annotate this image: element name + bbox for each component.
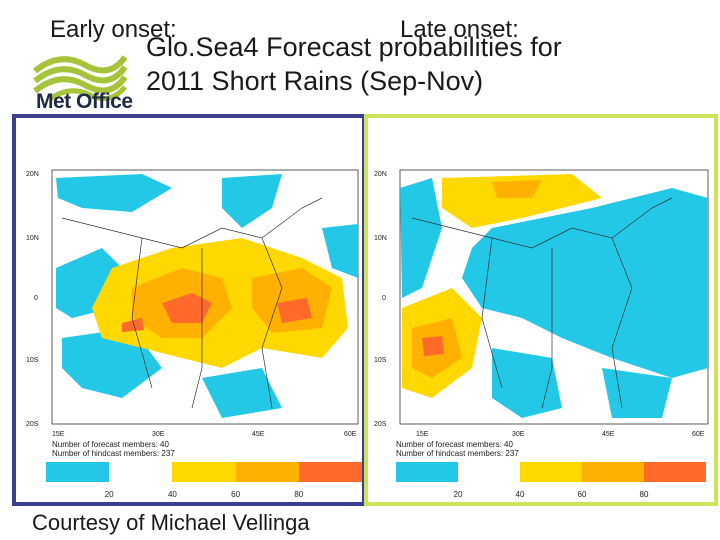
- lon-tick-15e: 15E: [416, 431, 429, 438]
- credit-text: Courtesy of Michael Vellinga: [32, 510, 310, 535]
- scale-tick: 60: [577, 490, 587, 499]
- scale-tick: 20: [453, 490, 463, 499]
- late-onset-scale-ticks: 20 40 60 80: [396, 490, 706, 500]
- scale-bin-4: [235, 462, 299, 482]
- scale-bin-5: [298, 462, 363, 482]
- lon-tick-45e: 45E: [602, 431, 615, 438]
- early-onset-scale-ticks: 20 40 60 80: [46, 490, 362, 500]
- scale-tick: 40: [515, 490, 525, 499]
- lat-tick-20n: 20N: [26, 171, 39, 178]
- late-onset-panel: [364, 114, 718, 506]
- scale-tick: 80: [294, 490, 304, 499]
- lat-tick-20s: 20S: [26, 421, 39, 428]
- hindcast-members-text: Number of hindcast members: 237: [52, 449, 175, 458]
- forecast-members-text: Number of forecast members: 40: [396, 440, 513, 449]
- late-onset-map: 20N 10N 0 10S 20S 15E 30E 45E 60E: [374, 169, 709, 438]
- late-onset-color-scale: [396, 462, 706, 482]
- scale-bin-5: [644, 462, 706, 482]
- scale-bin-3: [172, 462, 236, 482]
- hindcast-members-text: Number of hindcast members: 237: [396, 449, 519, 458]
- lat-tick-0: 0: [382, 295, 386, 302]
- scale-bin-3: [520, 462, 582, 482]
- late-onset-meta: Number of forecast members: 40 Number of…: [396, 440, 519, 458]
- lon-tick-30e: 30E: [152, 431, 165, 438]
- lon-tick-60e: 60E: [692, 431, 705, 438]
- logo-text: Met Office: [36, 90, 133, 113]
- scale-bin-4: [582, 462, 644, 482]
- scale-tick: 40: [167, 490, 177, 499]
- scale-tick: 60: [231, 490, 241, 499]
- lat-tick-10n: 10N: [26, 235, 39, 242]
- scale-tick: 20: [104, 490, 114, 499]
- early-onset-meta: Number of forecast members: 40 Number of…: [52, 440, 175, 458]
- late-onset-label: Late onset:: [400, 16, 519, 43]
- lon-tick-15e: 15E: [52, 431, 65, 438]
- lat-tick-10s: 10S: [374, 357, 387, 364]
- lat-tick-10n: 10N: [374, 235, 387, 242]
- scale-bin-2: [458, 462, 520, 482]
- scale-bin-1: [396, 462, 458, 482]
- early-onset-color-scale: [46, 462, 363, 482]
- lat-tick-20n: 20N: [374, 171, 387, 178]
- page-title: Glo.Sea4 Forecast probabilities for 2011…: [146, 30, 686, 98]
- title-line-1: Glo.Sea4 Forecast probabilities for: [146, 32, 562, 62]
- title-line-2: 2011 Short Rains (Sep-Nov): [146, 66, 484, 96]
- scale-bin-2: [109, 462, 173, 482]
- lat-tick-0: 0: [34, 295, 38, 302]
- early-onset-map: 20N 10N 0 10S 20S 15E 30E 45E 60E: [26, 169, 359, 438]
- lat-tick-10s: 10S: [26, 357, 39, 364]
- lat-tick-20s: 20S: [374, 421, 387, 428]
- lon-tick-30e: 30E: [512, 431, 525, 438]
- scale-bin-1: [46, 462, 110, 482]
- lon-tick-60e: 60E: [344, 431, 357, 438]
- early-onset-label: Early onset:: [50, 16, 177, 43]
- met-office-logo-icon: [33, 55, 128, 102]
- lon-tick-45e: 45E: [252, 431, 265, 438]
- forecast-members-text: Number of forecast members: 40: [52, 440, 169, 449]
- scale-tick: 80: [639, 490, 649, 499]
